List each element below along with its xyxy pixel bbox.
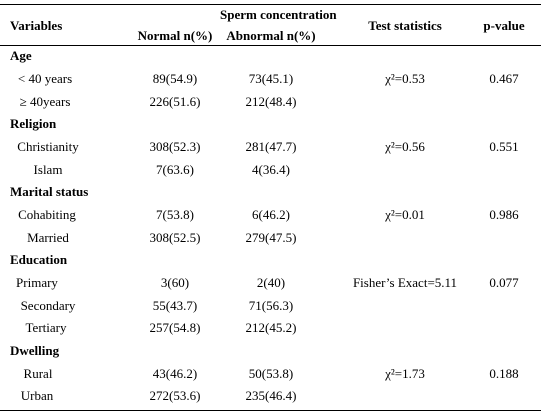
table-row: ≥ 40years 226(51.6) 212(48.4)	[0, 91, 541, 113]
p-value: 0.986	[489, 207, 519, 222]
normal-value: 55(43.7)	[152, 298, 198, 313]
table-top-rule	[0, 4, 541, 5]
abnormal-value: 281(47.7)	[245, 139, 297, 154]
table-bottom-rule	[0, 410, 541, 411]
abnormal-value: 212(45.2)	[245, 320, 297, 335]
p-value: 0.551	[489, 139, 519, 154]
p-value: 0.188	[489, 366, 519, 381]
header-p-value: p-value	[483, 18, 525, 33]
table-row: Primary 3(60) 2(40) Fisher’s Exact=5.11 0.07…	[0, 272, 541, 294]
abnormal-value: 235(46.4)	[245, 388, 297, 403]
group-label: Education	[10, 252, 68, 267]
header-abnormal: Abnormal n(%)	[226, 28, 316, 43]
row-label: Urban	[20, 388, 54, 403]
group-row: Religion	[0, 113, 541, 135]
row-label: Christianity	[17, 139, 79, 154]
header-rule	[0, 45, 541, 46]
p-value: 0.077	[489, 275, 519, 290]
normal-value: 7(63.6)	[156, 162, 194, 177]
group-row: Dwelling	[0, 340, 541, 362]
abnormal-value: 2(40)	[256, 275, 286, 290]
row-label: < 40 years	[17, 71, 73, 86]
group-row: Education	[0, 249, 541, 271]
header-normal: Normal n(%)	[137, 28, 213, 43]
row-label: Rural	[23, 366, 53, 381]
table-row: Islam 7(63.6) 4(36.4)	[0, 159, 541, 181]
header-test-statistics: Test statistics	[368, 18, 442, 33]
test-statistic: χ²=1.73	[385, 366, 425, 381]
row-label: Secondary	[20, 298, 76, 313]
row-label: Islam	[33, 162, 63, 177]
abnormal-value: 50(53.8)	[248, 366, 294, 381]
group-label: Marital status	[10, 184, 89, 199]
normal-value: 43(46.2)	[152, 366, 198, 381]
table-row: Secondary 55(43.7) 71(56.3)	[0, 295, 541, 317]
normal-value: 3(60)	[160, 275, 190, 290]
table-row: Cohabiting 7(53.8) 6(46.2) χ²=0.01 0.986	[0, 204, 541, 226]
abnormal-value: 279(47.5)	[245, 230, 297, 245]
normal-value: 7(53.8)	[156, 207, 194, 222]
p-value: 0.467	[489, 71, 519, 86]
row-label: Married	[27, 230, 69, 245]
group-label: Religion	[10, 116, 57, 131]
normal-value: 308(52.5)	[149, 230, 201, 245]
abnormal-value: 212(48.4)	[245, 94, 297, 109]
abnormal-value: 6(46.2)	[252, 207, 290, 222]
table-row: < 40 years 89(54.9) 73(45.1) χ²=0.53 0.467	[0, 68, 541, 90]
table-row: Rural 43(46.2) 50(53.8) χ²=1.73 0.188	[0, 363, 541, 385]
test-statistic: χ²=0.53	[385, 71, 425, 86]
normal-value: 257(54.8)	[149, 320, 201, 335]
row-label: ≥ 40years	[19, 94, 71, 109]
abnormal-value: 73(45.1)	[248, 71, 294, 86]
table-row: Tertiary 257(54.8) 212(45.2)	[0, 317, 541, 339]
table-row: Christianity 308(52.3) 281(47.7) χ²=0.56 0.5…	[0, 136, 541, 158]
normal-value: 308(52.3)	[149, 139, 201, 154]
test-statistic: Fisher’s Exact=5.11	[352, 275, 458, 290]
test-statistic: χ²=0.01	[385, 207, 425, 222]
row-label: Cohabiting	[18, 207, 76, 222]
table-row: Married 308(52.5) 279(47.5)	[0, 227, 541, 249]
abnormal-value: 71(56.3)	[248, 298, 294, 313]
header-variables: Variables	[10, 18, 63, 33]
header-sperm-concentration: Sperm concentration	[220, 7, 337, 22]
normal-value: 272(53.6)	[149, 388, 201, 403]
group-label: Dwelling	[10, 343, 60, 358]
group-label: Age	[10, 48, 32, 63]
normal-value: 89(54.9)	[152, 71, 198, 86]
abnormal-value: 4(36.4)	[252, 162, 290, 177]
row-label: Primary	[16, 275, 58, 290]
group-row: Age	[0, 45, 541, 67]
table-row: Urban 272(53.6) 235(46.4)	[0, 385, 541, 407]
test-statistic: χ²=0.56	[385, 139, 425, 154]
row-label: Tertiary	[25, 320, 67, 335]
normal-value: 226(51.6)	[149, 94, 201, 109]
group-row: Marital status	[0, 181, 541, 203]
